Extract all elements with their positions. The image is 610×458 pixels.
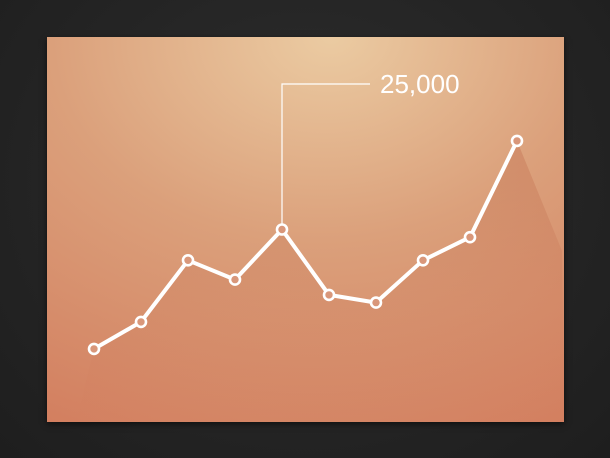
data-point-4[interactable] — [228, 273, 242, 286]
data-point-2[interactable] — [134, 315, 148, 329]
data-point-7[interactable] — [369, 296, 383, 309]
data-point-8[interactable] — [416, 254, 430, 267]
chart-card: 25,000 — [47, 37, 564, 422]
area-shadow — [76, 140, 564, 422]
data-point-6[interactable] — [322, 288, 336, 302]
data-point-1[interactable] — [87, 342, 101, 356]
annotation-label: 25,000 — [380, 69, 460, 99]
annotation-leader-line — [281, 83, 370, 224]
data-point-5[interactable] — [275, 223, 289, 236]
data-point-3[interactable] — [181, 254, 195, 267]
data-point-9[interactable] — [463, 230, 477, 244]
data-point-10[interactable] — [510, 134, 524, 148]
line-chart: 25,000 — [47, 37, 564, 422]
series-line — [92, 138, 519, 351]
data-points — [87, 134, 524, 356]
